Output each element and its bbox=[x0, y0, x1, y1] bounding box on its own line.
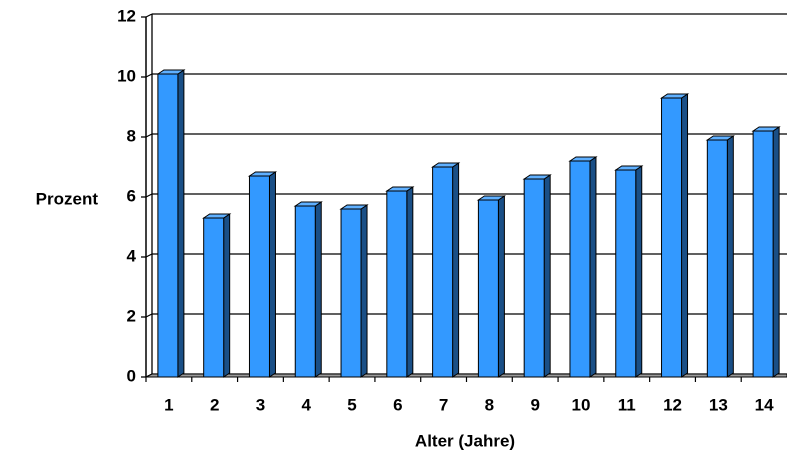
bar-front bbox=[386, 190, 408, 378]
bars bbox=[156, 69, 781, 378]
bar-front bbox=[203, 217, 225, 378]
bar-side bbox=[360, 204, 368, 378]
bar bbox=[293, 201, 323, 378]
bar-side bbox=[452, 162, 460, 378]
x-tick-label: 3 bbox=[256, 395, 265, 414]
bar-side bbox=[223, 213, 231, 378]
bar bbox=[247, 171, 278, 378]
bar bbox=[202, 213, 232, 378]
bar-front bbox=[432, 166, 454, 378]
y-tick-labels: 0 2 4 6 8 10 12 bbox=[117, 6, 136, 385]
bar-front bbox=[248, 175, 270, 378]
x-tick-label: 13 bbox=[709, 395, 728, 414]
bar-side bbox=[314, 201, 322, 378]
bar-front bbox=[706, 139, 728, 378]
grid-depth-line bbox=[145, 313, 153, 318]
bar-side bbox=[726, 135, 734, 378]
y-tick-label: 8 bbox=[127, 126, 136, 145]
grid-depth-line bbox=[145, 13, 153, 18]
bar bbox=[659, 93, 690, 378]
grid-depth-line bbox=[145, 73, 153, 78]
bar-front bbox=[569, 160, 591, 378]
x-tick-labels: 1 2 3 4 5 6 7 8 9 10 11 12 13 14 bbox=[164, 395, 774, 414]
bar-side bbox=[635, 165, 643, 378]
x-tick-label: 6 bbox=[393, 395, 402, 414]
bar-front bbox=[661, 97, 683, 378]
bar bbox=[339, 204, 369, 378]
y-axis-title: Prozent bbox=[36, 189, 99, 208]
y-tick-label: 12 bbox=[117, 6, 136, 25]
x-axis-title: Alter (Jahre) bbox=[415, 431, 515, 450]
bar-side bbox=[268, 171, 276, 378]
bar bbox=[614, 165, 644, 378]
bar-front bbox=[523, 178, 545, 378]
x-tick-label: 4 bbox=[302, 395, 312, 414]
axes bbox=[141, 16, 742, 382]
floor bbox=[145, 373, 787, 378]
bar-side bbox=[177, 69, 185, 378]
bar bbox=[156, 69, 186, 378]
bar-front bbox=[752, 130, 774, 378]
gridlines bbox=[145, 13, 787, 378]
y-tick-label: 4 bbox=[127, 246, 137, 265]
x-tick-label: 8 bbox=[485, 395, 494, 414]
bar bbox=[385, 186, 415, 378]
x-tick-label: 2 bbox=[210, 395, 219, 414]
bar-side bbox=[543, 174, 551, 378]
x-tick-label: 9 bbox=[530, 395, 539, 414]
bar-front bbox=[340, 208, 362, 378]
bar-side bbox=[772, 126, 780, 378]
bar-front bbox=[157, 73, 179, 378]
x-tick-label: 12 bbox=[663, 395, 682, 414]
x-tick-label: 1 bbox=[164, 395, 173, 414]
grid-depth-line bbox=[145, 193, 153, 198]
x-tick-label: 10 bbox=[572, 395, 591, 414]
bar bbox=[476, 195, 507, 378]
bar-side bbox=[406, 186, 414, 378]
x-tick-label: 5 bbox=[347, 395, 356, 414]
bar bbox=[705, 135, 735, 378]
bar bbox=[522, 174, 552, 378]
bar-side bbox=[681, 93, 689, 378]
bar bbox=[751, 126, 781, 378]
grid-depth-line bbox=[145, 133, 153, 138]
bar-side bbox=[497, 195, 505, 378]
chart-floor bbox=[145, 373, 787, 378]
x-tick-label: 14 bbox=[755, 395, 774, 414]
y-tick-label: 0 bbox=[127, 366, 136, 385]
bar-front bbox=[294, 205, 316, 378]
grid-depth-line bbox=[145, 253, 153, 258]
x-tick-label: 7 bbox=[439, 395, 448, 414]
bar bbox=[568, 156, 598, 378]
x-tick-label: 11 bbox=[618, 395, 636, 414]
bar-front bbox=[615, 169, 637, 378]
y-tick-label: 6 bbox=[127, 186, 136, 205]
bar bbox=[430, 162, 461, 378]
y-tick-label: 10 bbox=[117, 66, 136, 85]
y-tick-label: 2 bbox=[127, 306, 136, 325]
bar-front bbox=[477, 199, 499, 378]
bar-side bbox=[589, 156, 597, 378]
